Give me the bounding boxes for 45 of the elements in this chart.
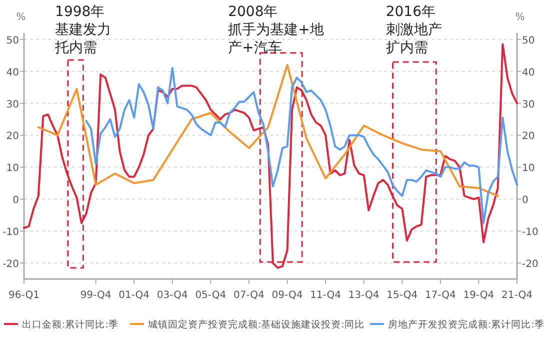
annotation: 抓手为基建+地 <box>228 22 324 38</box>
line-series <box>85 67 518 224</box>
y2-tick-label: 0 <box>522 195 528 206</box>
x-tick-label: 07-Q4 <box>233 290 264 301</box>
y-tick-label: -10 <box>2 227 19 238</box>
x-tick-label: 15-Q4 <box>386 290 418 301</box>
x-tick-label: 01-Q4 <box>118 290 150 301</box>
x-tick-label: 19-Q4 <box>463 290 494 301</box>
annotation: 基建发力 <box>55 22 112 38</box>
annotation: 托内需 <box>54 40 98 56</box>
y2-tick-label: 30 <box>522 99 535 110</box>
x-tick-label: 99-Q4 <box>80 290 112 301</box>
y-axis-title: % <box>16 12 26 23</box>
x-tick-label: 03-Q4 <box>156 290 188 301</box>
y2-tick-label: 40 <box>522 67 535 78</box>
annotation: 刺激地产 <box>386 22 442 38</box>
text: 1998年 <box>55 4 105 20</box>
y2-tick-label: 20 <box>522 131 535 142</box>
y2-tick-label: -20 <box>522 259 538 270</box>
y-tick-label: 0 <box>12 195 19 206</box>
y-tick-label: 40 <box>6 67 19 78</box>
x-tick-label: 17-Q4 <box>424 290 456 301</box>
y2-axis-title: % <box>515 12 525 23</box>
y-tick-label: -20 <box>2 259 19 270</box>
text: 2008年 <box>228 4 278 20</box>
y2-tick-label: 10 <box>522 163 535 174</box>
y2-tick-label: 50 <box>522 35 535 46</box>
x-tick-label: 09-Q4 <box>272 290 303 301</box>
y-tick-label: 30 <box>6 99 19 110</box>
text: 2016年 <box>386 4 436 20</box>
x-tick-label: 96-Q1 <box>8 290 40 301</box>
x-tick-label: 05-Q4 <box>195 290 226 301</box>
y-tick-label: 20 <box>6 131 19 142</box>
y-tick-label: 10 <box>6 163 19 174</box>
annotation: 产+汽车 <box>228 40 282 56</box>
line-series <box>37 64 499 197</box>
y2-tick-label: -10 <box>522 227 538 238</box>
legend-label: 出口金额:累计同比:季 <box>22 318 118 330</box>
y-tick-label: 50 <box>6 35 19 46</box>
annotation: 扩内需 <box>386 40 428 56</box>
legend-label: 房地产开发投资完成额:累计同比:季 <box>388 318 544 330</box>
x-tick-label: 21-Q4 <box>502 290 532 301</box>
legend-label: 城镇固定资产投资完成额:基础设施建设投资:同比 <box>146 318 364 330</box>
x-tick-label: 11-Q4 <box>310 290 342 301</box>
x-tick-label: 13-Q4 <box>348 290 380 301</box>
